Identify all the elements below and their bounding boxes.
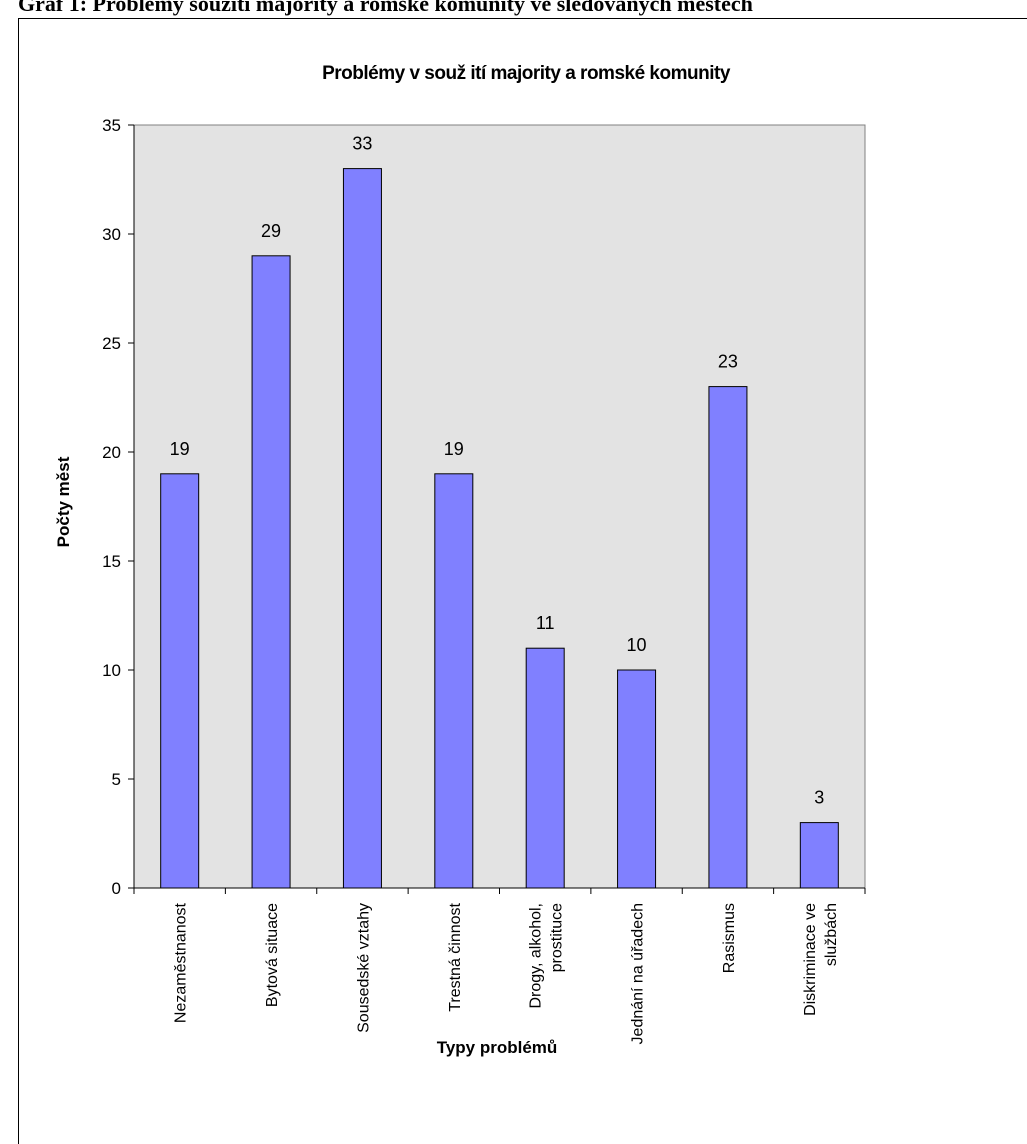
chart-title: Problémy v souž ití majority a romské ko… xyxy=(322,63,731,84)
data-label: 10 xyxy=(627,635,647,655)
bar xyxy=(434,473,474,889)
bar xyxy=(342,168,382,889)
chart-frame xyxy=(18,18,1027,1144)
y-tick-label: 15 xyxy=(102,552,121,571)
data-label: 19 xyxy=(444,439,464,459)
data-label: 33 xyxy=(352,134,372,154)
y-tick-label: 20 xyxy=(102,443,121,462)
x-tick-label-line: Bytová situace xyxy=(264,903,281,1007)
plot-area xyxy=(133,124,866,889)
bar xyxy=(251,255,291,889)
data-label: 19 xyxy=(170,439,190,459)
bar xyxy=(617,669,657,889)
y-tick-label: 5 xyxy=(112,770,121,789)
data-label: 11 xyxy=(536,613,555,633)
document-caption: Graf 1: Problémy soužití majority a roms… xyxy=(18,0,753,16)
x-tick-label: Jednání na úřadech xyxy=(630,903,647,1044)
y-axis-title: Počty měst xyxy=(54,456,73,547)
x-tick-label: Sousedské vztahy xyxy=(355,903,372,1033)
x-tick-label-line: Nezaměstnanost xyxy=(173,902,190,1023)
y-axis: 0 5 10 15 20 25 30 35 xyxy=(102,116,866,898)
x-tick-label: Diskriminace ve službách xyxy=(802,903,840,1016)
data-labels: 19 29 33 19 11 10 23 3 xyxy=(170,134,825,808)
bar xyxy=(525,647,565,889)
x-axis: Nezaměstnanost Bytová situace Sousedské vz… xyxy=(173,902,840,1044)
x-tick-label-line: Jednání na úřadech xyxy=(630,903,647,1044)
y-tick-label: 30 xyxy=(102,225,121,244)
bars xyxy=(160,168,839,889)
x-tick-label-line: Rasismus xyxy=(721,903,738,973)
x-tick-label-line: Drogy, alkohol, xyxy=(528,903,545,1009)
x-tick-label-line: Diskriminace ve xyxy=(802,903,819,1016)
x-tick-label: Drogy, alkohol, prostituce xyxy=(528,903,566,1009)
x-tick-label-line: Sousedské vztahy xyxy=(355,903,372,1033)
bar xyxy=(799,822,839,889)
x-tick-label: Trestná činnost xyxy=(447,902,464,1011)
x-tick-label-line: Trestná činnost xyxy=(447,902,464,1011)
bar xyxy=(160,473,200,889)
data-label: 29 xyxy=(261,221,281,241)
y-tick-label: 25 xyxy=(102,334,121,353)
x-tick-label: Bytová situace xyxy=(264,903,281,1007)
x-tick-label: Rasismus xyxy=(721,903,738,973)
x-tick-label-line: prostituce xyxy=(549,903,566,972)
bar xyxy=(708,386,748,889)
data-label: 3 xyxy=(814,788,824,808)
y-tick-label: 10 xyxy=(102,661,121,680)
x-axis-title: Typy problémů xyxy=(437,1038,558,1057)
data-label: 23 xyxy=(718,352,738,372)
x-tick-label: Nezaměstnanost xyxy=(173,902,190,1023)
y-tick-label: 0 xyxy=(112,879,121,898)
x-tick-label-line: službách xyxy=(823,903,840,966)
y-tick-label: 35 xyxy=(102,116,121,135)
